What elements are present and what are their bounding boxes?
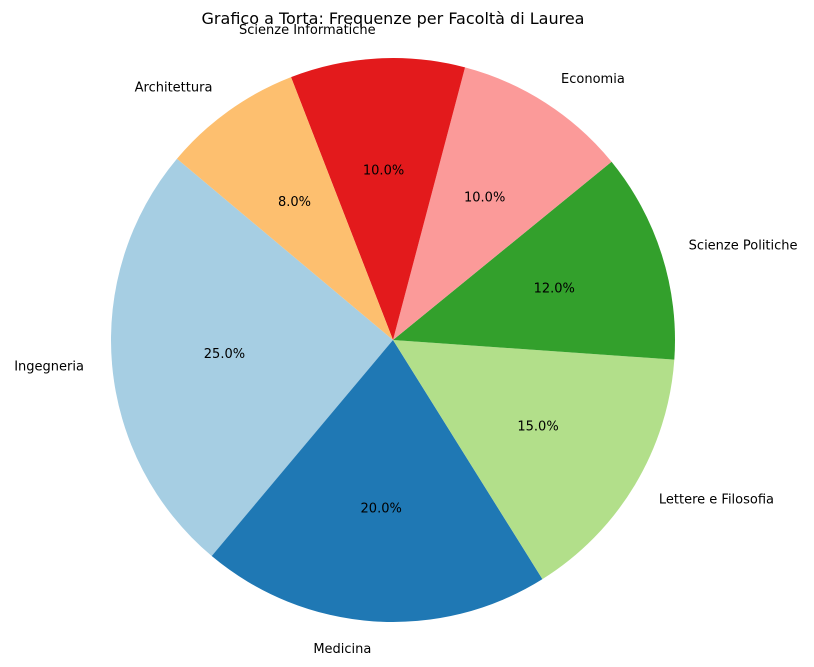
slice-label-scienze-informatiche: Scienze Informatiche	[239, 23, 376, 38]
slice-label-medicina: Medicina	[313, 642, 371, 657]
pie-slice-scienze-politiche	[393, 161, 675, 360]
pie-slice-medicina	[211, 340, 543, 622]
chart-title: Grafico a Torta: Frequenze per Facoltà d…	[202, 9, 585, 28]
pie-slice-lettere-e-filosofia	[393, 340, 675, 580]
pie-slice-scienze-informatiche	[291, 58, 466, 341]
slice-label-lettere-e-filosofia: Lettere e Filosofia	[659, 492, 774, 507]
slice-percent-architettura: 8.0%	[278, 195, 311, 210]
pie-slice-architettura	[176, 77, 393, 340]
pie-slice-ingegneria	[110, 158, 393, 557]
slice-percent-scienze-politiche: 12.0%	[534, 281, 575, 296]
pie-slice-economia	[393, 67, 612, 340]
slice-percent-scienze-informatiche: 10.0%	[363, 164, 404, 179]
pie-labels: Ingegneria 25.0% Medicina 20.0% Lettere e Fi…	[14, 23, 797, 657]
slice-percent-lettere-e-filosofia: 15.0%	[517, 420, 558, 435]
slice-label-scienze-politiche: Scienze Politiche	[689, 239, 798, 254]
slice-percent-economia: 10.0%	[464, 190, 505, 205]
slice-label-economia: Economia	[561, 72, 625, 87]
slice-percent-ingegneria: 25.0%	[204, 347, 245, 362]
pie-slices	[110, 58, 675, 622]
slice-label-architettura: Architettura	[135, 80, 213, 95]
slice-percent-medicina: 20.0%	[361, 501, 402, 516]
slice-label-ingegneria: Ingegneria	[14, 360, 84, 375]
